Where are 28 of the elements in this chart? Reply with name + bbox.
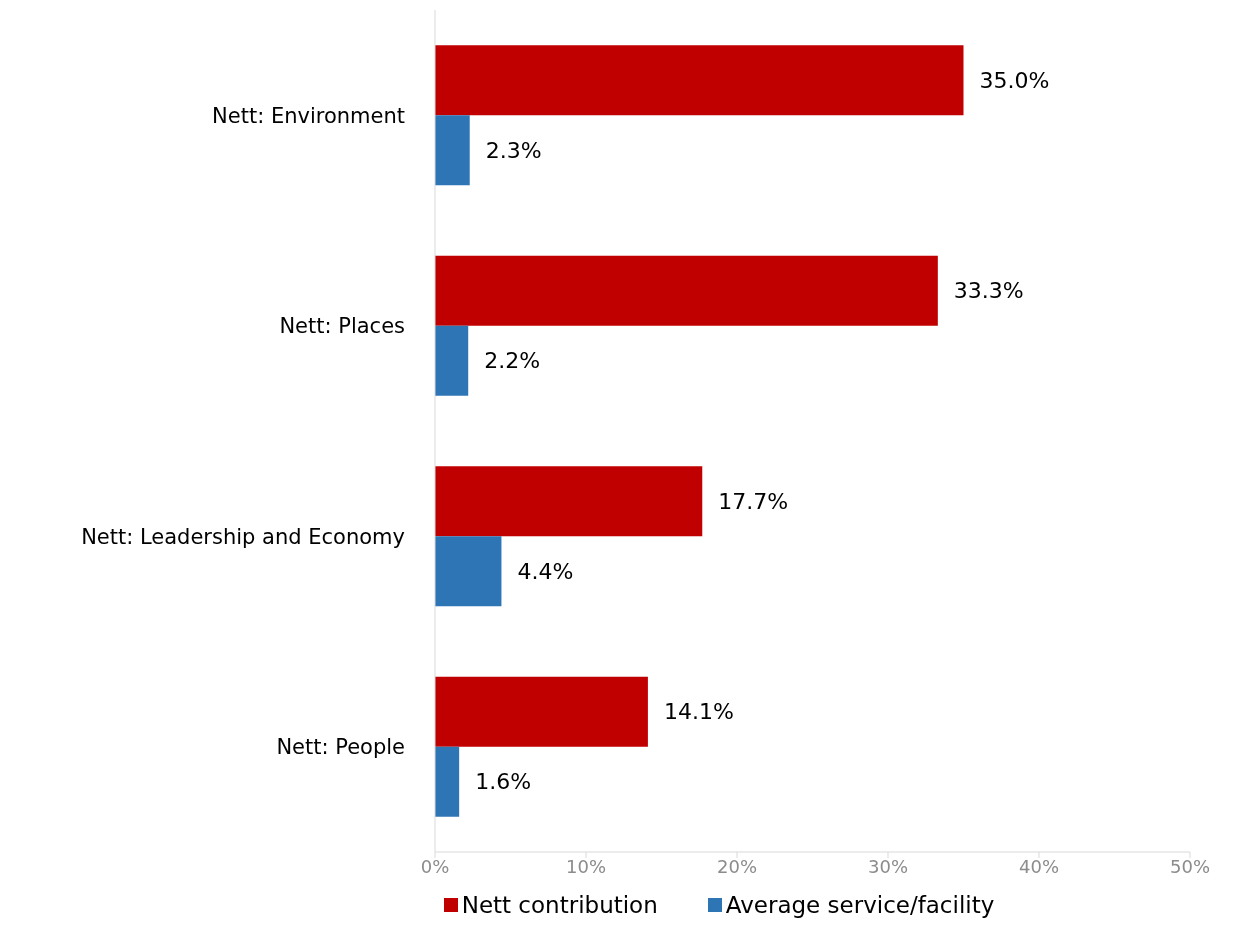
bar <box>435 115 470 186</box>
bar <box>435 536 502 607</box>
data-label: 17.7% <box>718 488 789 514</box>
x-tick-label: 0% <box>420 855 450 877</box>
x-tick-label: 40% <box>1018 855 1060 877</box>
legend-label: Nett contribution <box>461 892 658 918</box>
x-tick-label: 10% <box>565 855 607 877</box>
legend-label: Average service/facility <box>725 892 995 918</box>
data-label: 14.1% <box>663 699 734 725</box>
y-tick-label: Nett: Environment <box>212 103 405 128</box>
bar <box>435 746 460 817</box>
data-label: 2.3% <box>485 137 542 163</box>
data-label: 35.0% <box>979 67 1050 93</box>
bar <box>435 45 964 116</box>
data-label: 2.2% <box>484 348 541 374</box>
bar <box>435 676 648 747</box>
bar <box>435 325 469 396</box>
y-tick-label: Nett: Places <box>279 314 405 339</box>
data-label: 1.6% <box>475 769 532 795</box>
data-label: 33.3% <box>953 278 1024 304</box>
y-tick-label: Nett: People <box>276 735 405 760</box>
y-tick-label: Nett: Leadership and Economy <box>81 524 405 549</box>
bar <box>435 255 938 326</box>
x-tick-label: 50% <box>1169 855 1211 877</box>
data-label: 4.4% <box>517 558 574 584</box>
x-tick-label: 30% <box>867 855 909 877</box>
bar <box>435 466 703 537</box>
x-tick-label: 20% <box>716 855 758 877</box>
